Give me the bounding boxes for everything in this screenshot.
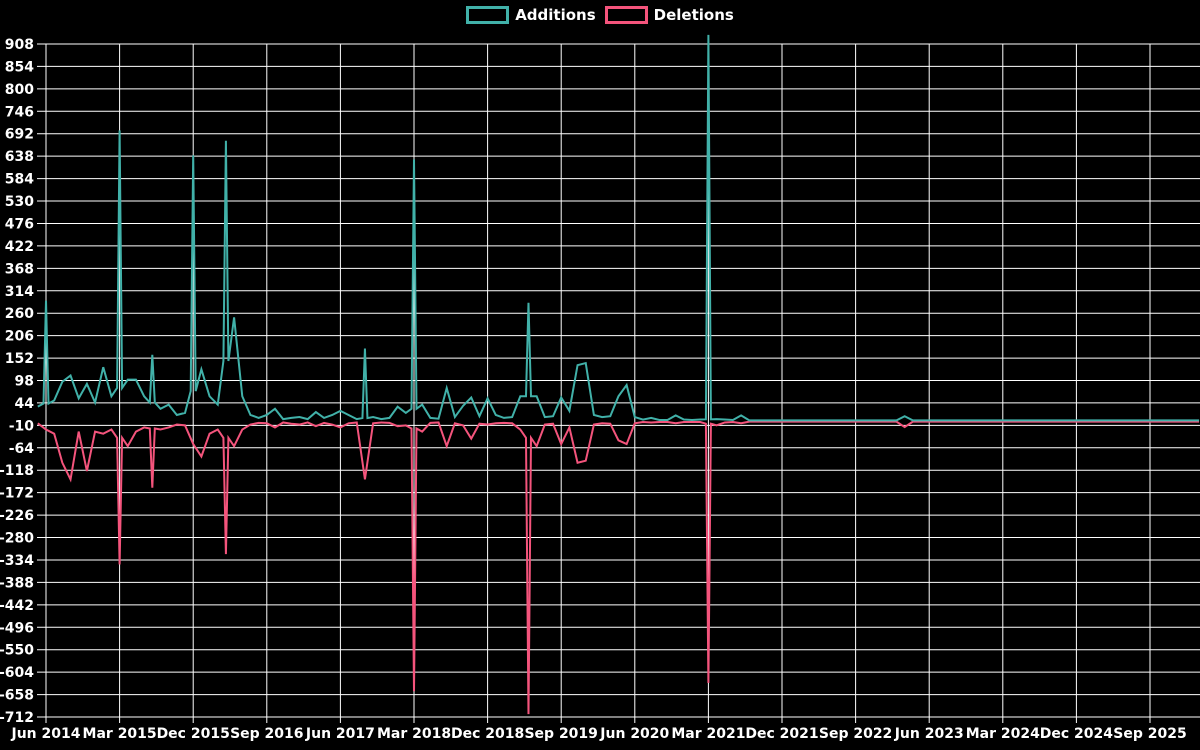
vertical-gridlines [45,44,1151,723]
y-tick-label: -334 [0,553,34,569]
y-axis-labels: 908 854 800 746 692 638 584 530 476 422 368 314 260 2… [0,37,34,726]
legend-label-additions: Additions [515,6,596,24]
deletions-line [37,420,1200,715]
x-tick-label: Jun 2020 [599,726,669,742]
deletions-swatch-icon [604,6,648,24]
x-tick-label: Mar 2015 [83,726,157,742]
y-tick-label: 98 [15,374,34,390]
legend-item-additions: Additions [466,6,596,24]
additions-line [37,34,1200,422]
y-tick-label: -496 [0,620,34,636]
y-tick-label: 746 [5,104,34,120]
y-tick-label: 800 [5,82,34,98]
x-tick-label: Sep 2016 [230,726,303,742]
legend: Additions Deletions [0,6,1200,24]
x-tick-label: Jun 2023 [894,726,964,742]
y-tick-label: 638 [5,149,34,165]
additions-swatch-icon [466,6,510,24]
y-tick-label: -172 [0,486,34,502]
y-tick-label: -550 [0,643,34,659]
additions-polyline [37,34,1200,422]
y-tick-label: -658 [0,688,34,704]
y-tick-label: -712 [0,710,34,726]
y-tick-label: 476 [5,216,34,232]
x-tick-label: Dec 2021 [745,726,818,742]
y-tick-label: 422 [5,239,34,255]
x-tick-label: Dec 2018 [451,726,524,742]
deletions-polyline [37,420,1200,715]
x-axis-labels: Jun 2014 Mar 2015 Dec 2015 Sep 2016 Jun 2017… [11,726,1187,742]
y-tick-label: -226 [0,508,34,524]
y-tick-label: -280 [0,531,34,547]
x-tick-label: Mar 2024 [966,726,1040,742]
y-tick-label: 260 [5,306,34,322]
x-tick-label: Jun 2017 [305,726,375,742]
y-tick-label: -604 [0,665,34,681]
y-tick-label: 530 [5,194,34,210]
x-tick-label: Dec 2024 [1040,726,1114,742]
y-tick-label: 44 [15,396,35,412]
y-tick-label: 854 [5,59,34,75]
y-tick-label: 368 [5,261,34,277]
legend-item-deletions: Deletions [604,6,734,24]
x-tick-label: Mar 2021 [671,726,745,742]
x-tick-label: Sep 2022 [819,726,892,742]
y-tick-label: -118 [0,463,34,479]
y-tick-label: 692 [5,127,34,143]
horizontal-gridlines [37,43,1200,718]
y-tick-label: 314 [5,284,34,300]
x-tick-label: Sep 2025 [1113,726,1186,742]
x-tick-label: Jun 2014 [11,726,81,742]
y-tick-label: 584 [5,172,34,188]
x-tick-label: Sep 2019 [524,726,597,742]
y-tick-label: -64 [9,441,35,457]
x-tick-label: Mar 2018 [377,726,451,742]
y-tick-label: 206 [5,329,34,345]
y-tick-label: -10 [9,418,35,434]
y-tick-label: -388 [0,575,34,591]
legend-label-deletions: Deletions [653,6,734,24]
x-tick-label: Dec 2015 [157,726,230,742]
y-tick-label: 908 [5,37,34,53]
y-tick-label: 152 [5,351,34,367]
y-tick-label: -442 [0,598,34,614]
